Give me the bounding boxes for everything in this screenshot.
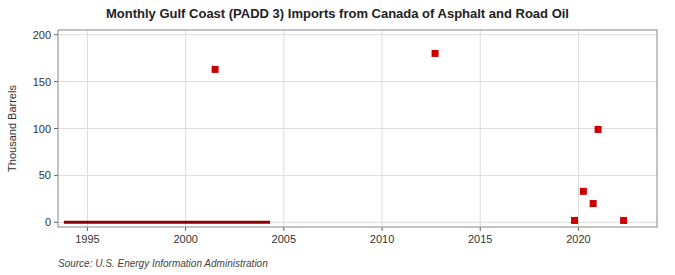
point — [590, 200, 597, 207]
x-tick — [578, 227, 579, 231]
source: Source: U.S. Energy Information Administ… — [58, 258, 268, 269]
x-tick-label: 2020 — [566, 233, 590, 245]
x-tick — [87, 227, 88, 231]
y-tick — [54, 128, 58, 129]
y-tick — [54, 34, 58, 35]
x-tick — [382, 227, 383, 231]
point — [432, 50, 439, 57]
grid — [58, 30, 657, 227]
point — [571, 217, 578, 224]
y-grid-line — [58, 81, 657, 82]
y-grid-line — [58, 222, 657, 223]
x-tick — [185, 227, 186, 231]
y-tick — [54, 81, 58, 82]
y-tick — [54, 222, 58, 223]
y-tick — [54, 175, 58, 176]
y-grid-line — [58, 175, 657, 176]
plot-area — [64, 50, 627, 224]
plot-frame — [58, 30, 657, 227]
x-tick-label: 2010 — [370, 233, 394, 245]
y-tick-label: 200 — [33, 29, 51, 41]
point — [580, 188, 587, 195]
y-axis-label: Thousand Barrels — [6, 85, 18, 172]
x-tick-label: 1995 — [75, 233, 99, 245]
point — [620, 217, 627, 224]
point — [595, 126, 602, 133]
x-tick — [283, 227, 284, 231]
chart: 1995 2000 2005 2010 2015 2020 0 50 100 150 200 Mont… — [0, 0, 675, 275]
y-grid-line — [58, 34, 657, 35]
title: Monthly Gulf Coast (PADD 3) Imports from… — [106, 6, 569, 21]
y-tick-label: 0 — [45, 216, 51, 228]
x-tick-label: 2000 — [173, 233, 197, 245]
y-tick-label: 50 — [39, 169, 51, 181]
point — [212, 66, 219, 73]
line — [64, 221, 270, 224]
y-tick-label: 100 — [33, 123, 51, 135]
x-tick-label: 2005 — [272, 233, 296, 245]
y-grid-line — [58, 128, 657, 129]
y-tick-label: 150 — [33, 76, 51, 88]
x-tick — [480, 227, 481, 231]
x-tick-label: 2015 — [468, 233, 492, 245]
